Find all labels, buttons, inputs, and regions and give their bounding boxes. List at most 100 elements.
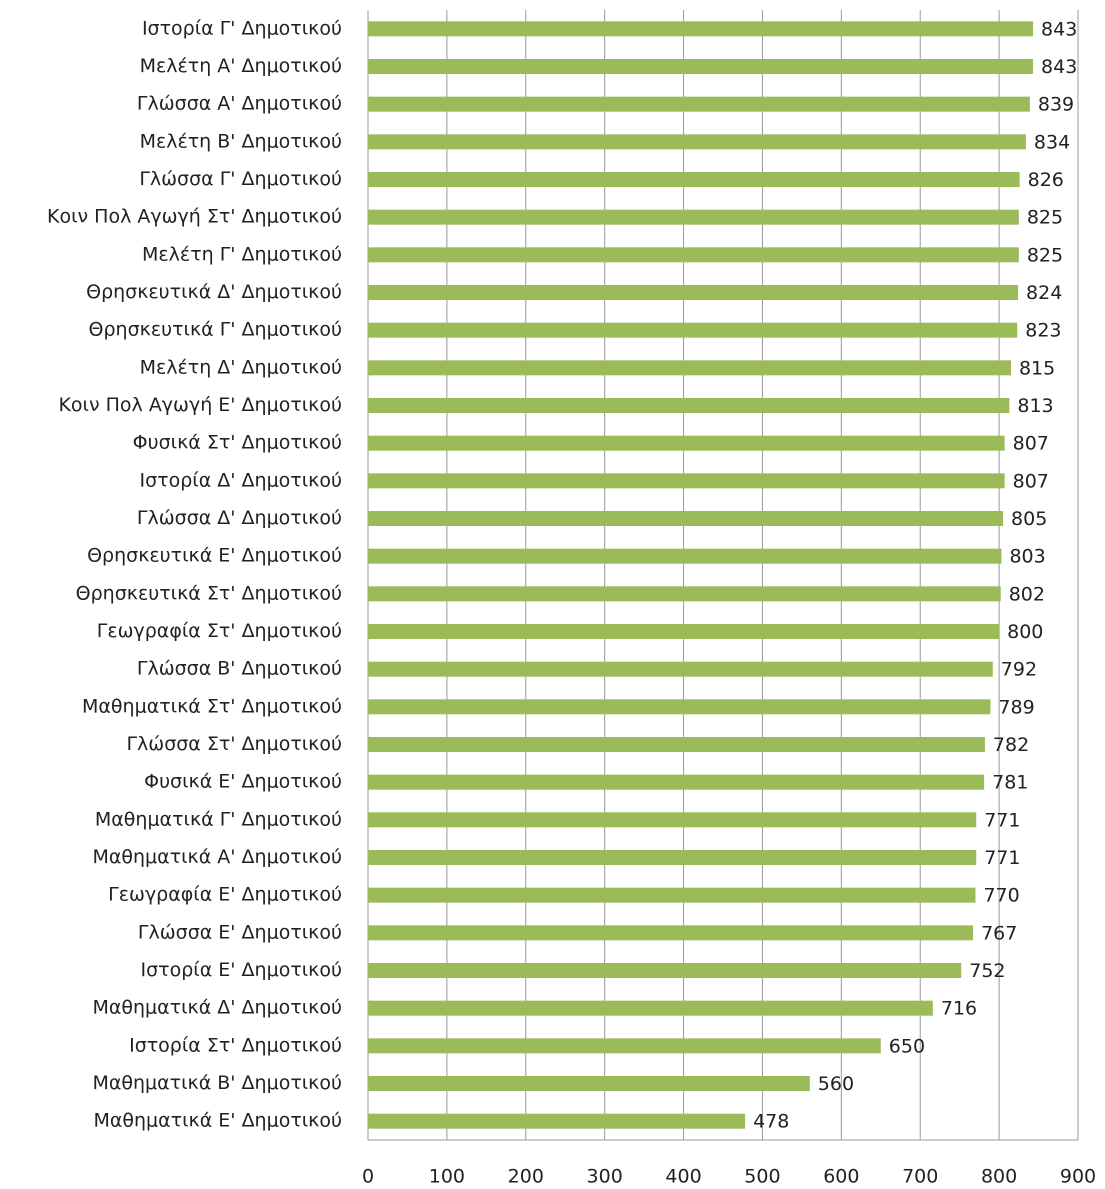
y-tick-label: Φυσικά Στ' Δημοτικού [133, 432, 342, 454]
data-label: 650 [889, 1035, 925, 1057]
y-tick-label: Γλώσσα Στ' Δημοτικού [126, 733, 342, 755]
bar [368, 172, 1020, 187]
data-label: 782 [993, 734, 1029, 756]
y-tick-label: Γλώσσα Γ' Δημοτικού [139, 168, 342, 190]
data-label: 843 [1041, 18, 1077, 40]
data-label: 716 [941, 998, 977, 1020]
y-tick-label: Μαθηματικά Β' Δημοτικού [92, 1072, 342, 1094]
bar [368, 925, 974, 941]
data-label: 805 [1011, 508, 1047, 530]
data-label: 826 [1028, 169, 1064, 191]
y-tick-label: Μελέτη Α' Δημοτικού [140, 55, 342, 77]
x-tick-label: 400 [665, 1166, 701, 1188]
y-tick-label: Κοιν Πολ Αγωγή Στ' Δημοτικού [47, 206, 342, 228]
y-tick-label: Θρησκευτικά Γ' Δημοτικού [89, 319, 342, 341]
data-label: 789 [998, 696, 1034, 718]
bar [368, 59, 1034, 74]
y-tick-label: Μαθηματικά Στ' Δημοτικού [82, 695, 342, 717]
bar [368, 360, 1011, 376]
bar [368, 511, 1004, 526]
data-label: 823 [1025, 320, 1061, 342]
bar [368, 661, 993, 677]
y-tick-label: Ιστορία Γ' Δημοτικού [142, 17, 342, 39]
bar [368, 1113, 746, 1129]
y-tick-label: Θρησκευτικά Στ' Δημοτικού [76, 582, 342, 604]
data-label: 839 [1038, 94, 1074, 116]
bar [368, 548, 1002, 564]
data-label: 800 [1007, 621, 1043, 643]
data-label: 807 [1013, 470, 1049, 492]
y-tick-label: Θρησκευτικά Δ' Δημοτικού [86, 281, 342, 303]
data-label: 792 [1001, 659, 1037, 681]
data-label: 781 [992, 772, 1028, 794]
data-label: 815 [1019, 357, 1055, 379]
bar [368, 1076, 810, 1091]
bar [368, 21, 1034, 37]
y-tick-label: Γλώσσα Α' Δημοτικού [137, 93, 342, 115]
y-tick-label: Κοιν Πολ Αγωγή Ε' Δημοτικού [58, 394, 342, 416]
bar [368, 247, 1019, 263]
bar [368, 887, 976, 903]
bar [368, 699, 991, 715]
y-tick-label: Μαθηματικά Α' Δημοτικού [92, 846, 342, 868]
y-tick-label: Μελέτη Β' Δημοτικού [140, 130, 342, 152]
y-tick-label: Φυσικά Ε' Δημοτικού [144, 771, 342, 793]
x-tick-label: 0 [362, 1166, 374, 1188]
bar [368, 737, 985, 752]
y-tick-label: Μαθηματικά Δ' Δημοτικού [92, 997, 342, 1019]
data-label: 752 [969, 960, 1005, 982]
data-label: 843 [1041, 56, 1077, 78]
data-label: 807 [1013, 433, 1049, 455]
x-tick-label: 100 [429, 1166, 465, 1188]
y-tick-label: Γεωγραφία Στ' Δημοτικού [97, 620, 342, 642]
bar [368, 134, 1026, 150]
bar [368, 322, 1018, 338]
bar [368, 963, 962, 978]
bar [368, 398, 1010, 413]
bar [368, 624, 1000, 639]
data-label: 770 [983, 885, 1019, 907]
bar [368, 285, 1019, 300]
y-tick-label: Γλώσσα Β' Δημοτικού [137, 658, 342, 680]
bar [368, 812, 977, 828]
x-tick-label: 600 [823, 1166, 859, 1188]
data-label: 560 [818, 1073, 854, 1095]
y-tick-label: Μελέτη Δ' Δημοτικού [140, 356, 342, 378]
bar [368, 1000, 933, 1016]
bar [368, 209, 1019, 225]
y-tick-label: Θρησκευτικά Ε' Δημοτικού [87, 545, 342, 567]
data-label: 771 [984, 847, 1020, 869]
data-label: 824 [1026, 282, 1062, 304]
y-tick-label: Γεωγραφία Ε' Δημοτικού [108, 884, 342, 906]
data-label: 802 [1009, 583, 1045, 605]
data-label: 813 [1017, 395, 1053, 417]
x-tick-label: 800 [981, 1166, 1017, 1188]
bar [368, 96, 1030, 112]
data-label: 834 [1034, 131, 1070, 153]
y-tick-label: Γλώσσα Ε' Δημοτικού [138, 921, 342, 943]
y-tick-label: Γλώσσα Δ' Δημοτικού [137, 507, 342, 529]
bar [368, 586, 1001, 602]
y-tick-label: Μελέτη Γ' Δημοτικού [142, 243, 342, 265]
bar [368, 435, 1005, 451]
x-tick-label: 700 [902, 1166, 938, 1188]
x-tick-label: 200 [508, 1166, 544, 1188]
y-tick-label: Ιστορία Ε' Δημοτικού [141, 959, 342, 981]
bar [368, 473, 1005, 489]
x-tick-label: 300 [587, 1166, 623, 1188]
bar [368, 850, 977, 865]
x-tick-label: 900 [1060, 1166, 1096, 1188]
y-tick-label: Μαθηματικά Γ' Δημοτικού [95, 808, 342, 830]
data-label: 803 [1009, 546, 1045, 568]
y-tick-label: Μαθηματικά Ε' Δημοτικού [93, 1110, 342, 1132]
data-label: 771 [984, 809, 1020, 831]
data-label: 767 [981, 922, 1017, 944]
bar [368, 1038, 881, 1054]
y-tick-label: Ιστορία Δ' Δημοτικού [140, 469, 342, 491]
bar [368, 774, 985, 790]
data-label: 825 [1027, 207, 1063, 229]
data-label: 478 [753, 1111, 789, 1133]
y-tick-label: Ιστορία Στ' Δημοτικού [129, 1034, 342, 1056]
x-tick-label: 500 [744, 1166, 780, 1188]
